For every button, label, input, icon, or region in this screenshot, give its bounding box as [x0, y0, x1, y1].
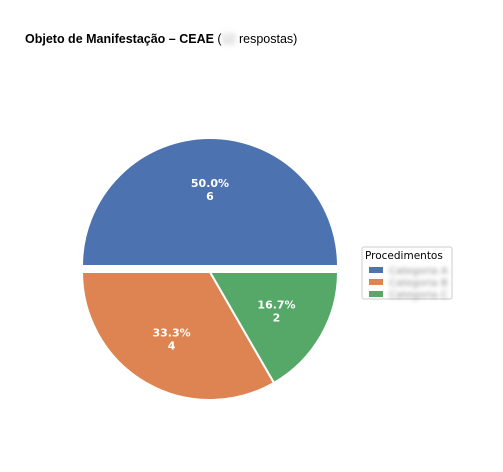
slice-count-label-2: 4: [168, 340, 176, 353]
slice-count-label-3: 2: [273, 311, 281, 324]
slice-percent-label-1: 50.0%: [191, 177, 229, 190]
pie-labels: 50.0%6 33.3%4 16.7%2: [153, 177, 296, 352]
chart-title-rest: respostas): [235, 32, 298, 46]
legend-label-1: Categoria A: [389, 266, 448, 277]
slice-percent-label-2: 33.3%: [153, 327, 191, 340]
pie-slice-1: [80, 137, 340, 267]
pie-slice-3: [208, 271, 340, 385]
chart-title-count: 12: [221, 32, 236, 46]
slice-count-label-1: 6: [206, 190, 214, 203]
legend-label-2: Categoria B: [389, 278, 448, 289]
legend-swatch-3: [369, 291, 383, 297]
legend-swatch-1: [369, 267, 383, 273]
pie-slices: [80, 137, 340, 401]
legend-title: Procedimentos: [365, 250, 443, 262]
chart-title-bold: Objeto de Manifestação – CEAE: [25, 32, 214, 46]
pie-slice-2: [80, 271, 276, 401]
chart-title: Objeto de Manifestação – CEAE (12 respos…: [25, 32, 297, 46]
legend-frame: [361, 246, 453, 300]
chart-title-open-paren: (: [213, 32, 222, 46]
legend-label-3: Categoria C: [389, 290, 448, 301]
legend-swatch-2: [369, 279, 383, 285]
slice-percent-label-3: 16.7%: [257, 298, 295, 311]
